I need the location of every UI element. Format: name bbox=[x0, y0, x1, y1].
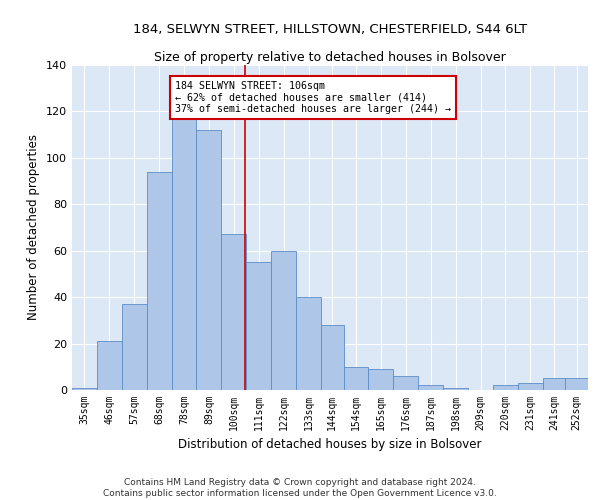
Bar bbox=[443, 388, 468, 390]
Bar bbox=[146, 172, 172, 390]
Bar bbox=[221, 234, 246, 390]
Bar bbox=[97, 342, 122, 390]
Bar bbox=[72, 388, 97, 390]
Bar bbox=[418, 386, 443, 390]
Bar bbox=[368, 369, 394, 390]
Bar bbox=[565, 378, 588, 390]
Bar bbox=[344, 367, 368, 390]
X-axis label: Distribution of detached houses by size in Bolsover: Distribution of detached houses by size … bbox=[178, 438, 482, 452]
Bar bbox=[196, 130, 221, 390]
Text: Contains HM Land Registry data © Crown copyright and database right 2024.
Contai: Contains HM Land Registry data © Crown c… bbox=[103, 478, 497, 498]
Bar bbox=[493, 386, 518, 390]
Bar bbox=[271, 250, 296, 390]
Y-axis label: Number of detached properties: Number of detached properties bbox=[28, 134, 40, 320]
Bar bbox=[122, 304, 146, 390]
Bar bbox=[296, 297, 321, 390]
Text: 184, SELWYN STREET, HILLSTOWN, CHESTERFIELD, S44 6LT: 184, SELWYN STREET, HILLSTOWN, CHESTERFI… bbox=[133, 22, 527, 36]
Bar bbox=[543, 378, 565, 390]
Bar bbox=[172, 116, 196, 390]
Bar bbox=[394, 376, 418, 390]
Bar bbox=[246, 262, 271, 390]
Bar bbox=[321, 325, 344, 390]
Bar bbox=[518, 383, 543, 390]
Title: Size of property relative to detached houses in Bolsover: Size of property relative to detached ho… bbox=[154, 51, 506, 64]
Text: 184 SELWYN STREET: 106sqm
← 62% of detached houses are smaller (414)
37% of semi: 184 SELWYN STREET: 106sqm ← 62% of detac… bbox=[175, 82, 451, 114]
